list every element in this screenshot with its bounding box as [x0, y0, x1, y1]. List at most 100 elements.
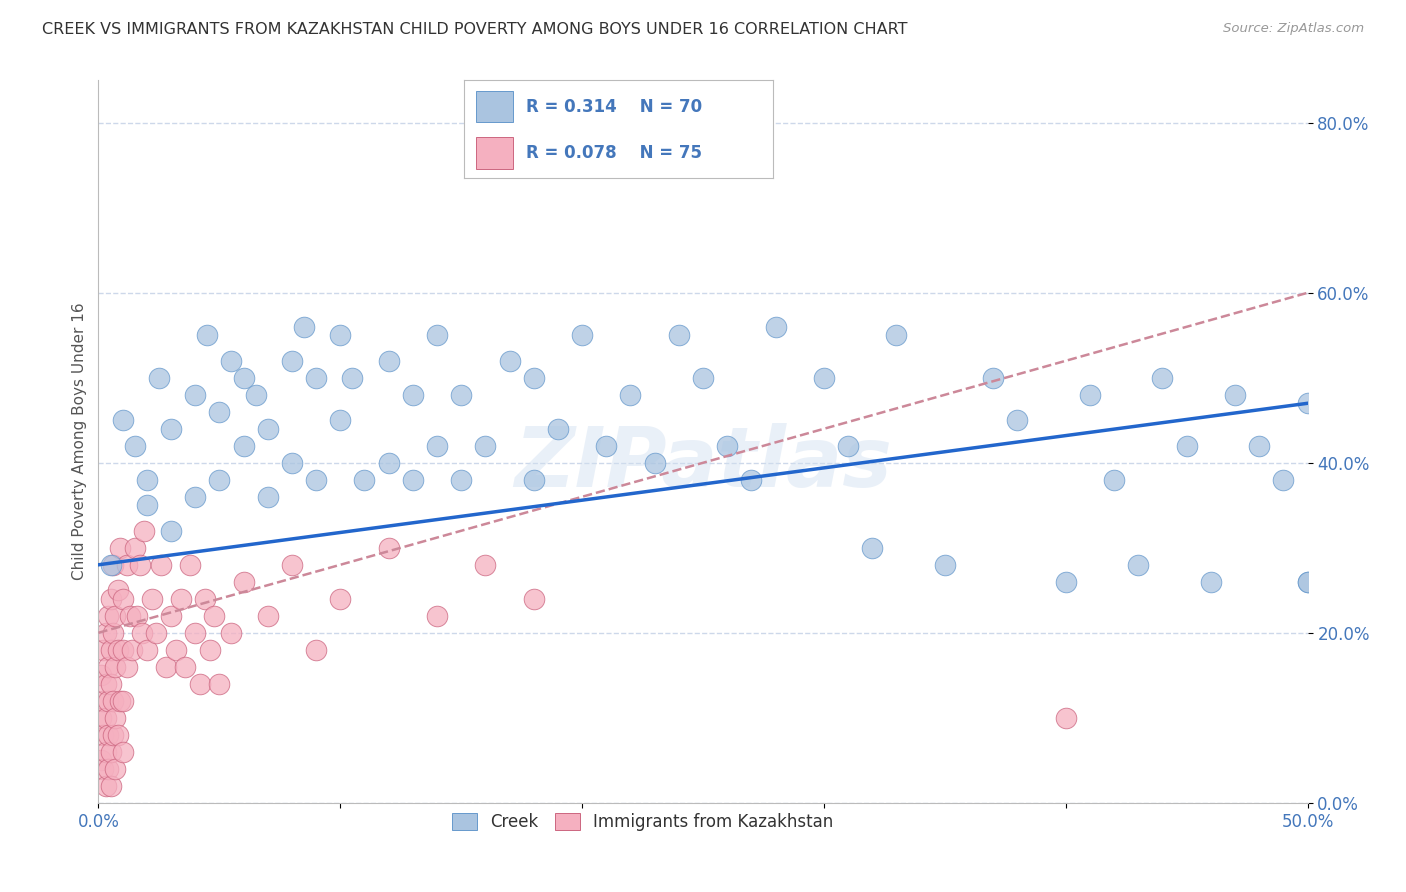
Text: CREEK VS IMMIGRANTS FROM KAZAKHSTAN CHILD POVERTY AMONG BOYS UNDER 16 CORRELATIO: CREEK VS IMMIGRANTS FROM KAZAKHSTAN CHIL… — [42, 22, 908, 37]
Point — [101, 694, 124, 708]
Point — [571, 328, 593, 343]
Point — [97, 608, 120, 623]
Point — [498, 353, 520, 368]
Point — [221, 353, 243, 368]
Point — [402, 473, 425, 487]
Point — [668, 328, 690, 343]
Point — [305, 642, 328, 657]
Point — [1054, 574, 1077, 589]
Point — [101, 728, 124, 742]
Point — [165, 642, 187, 657]
Point — [145, 625, 167, 640]
FancyBboxPatch shape — [477, 91, 513, 122]
Point — [101, 625, 124, 640]
Point — [160, 608, 183, 623]
Text: R = 0.314    N = 70: R = 0.314 N = 70 — [526, 98, 702, 116]
Point — [644, 456, 666, 470]
Point — [619, 388, 641, 402]
Point — [97, 762, 120, 776]
Point — [886, 328, 908, 343]
Point — [329, 591, 352, 606]
Point — [100, 677, 122, 691]
Point — [104, 660, 127, 674]
Point — [256, 608, 278, 623]
Point — [934, 558, 956, 572]
Point — [981, 371, 1004, 385]
Point — [281, 558, 304, 572]
Point — [692, 371, 714, 385]
Point — [160, 422, 183, 436]
Point — [426, 608, 449, 623]
Point — [342, 371, 364, 385]
Point — [402, 388, 425, 402]
Point — [204, 608, 226, 623]
Point — [523, 473, 546, 487]
Point — [97, 660, 120, 674]
Point — [97, 728, 120, 742]
Point — [100, 642, 122, 657]
Point — [184, 388, 207, 402]
Point — [111, 413, 134, 427]
Point — [91, 694, 114, 708]
Point — [765, 319, 787, 334]
Point — [111, 642, 134, 657]
Point — [131, 625, 153, 640]
Point — [208, 405, 231, 419]
Legend: Creek, Immigrants from Kazakhstan: Creek, Immigrants from Kazakhstan — [444, 806, 841, 838]
FancyBboxPatch shape — [477, 137, 513, 169]
Point — [184, 625, 207, 640]
Point — [94, 677, 117, 691]
Point — [198, 642, 221, 657]
Point — [124, 439, 146, 453]
Point — [523, 371, 546, 385]
Point — [91, 642, 114, 657]
Point — [135, 473, 157, 487]
Point — [1223, 388, 1246, 402]
Point — [813, 371, 835, 385]
Point — [90, 753, 112, 767]
Point — [232, 439, 254, 453]
Point — [1007, 413, 1029, 427]
Point — [1078, 388, 1101, 402]
Point — [208, 677, 231, 691]
Point — [121, 642, 143, 657]
Point — [377, 541, 399, 555]
Text: Source: ZipAtlas.com: Source: ZipAtlas.com — [1223, 22, 1364, 36]
Point — [195, 328, 218, 343]
Point — [94, 711, 117, 725]
Point — [426, 439, 449, 453]
Point — [100, 745, 122, 759]
Point — [90, 668, 112, 682]
Point — [100, 779, 122, 793]
Point — [1175, 439, 1198, 453]
Point — [97, 694, 120, 708]
Point — [111, 694, 134, 708]
Point — [1296, 396, 1319, 410]
Point — [179, 558, 201, 572]
Point — [1152, 371, 1174, 385]
Point — [305, 473, 328, 487]
Point — [128, 558, 150, 572]
Point — [134, 524, 156, 538]
Text: R = 0.078    N = 75: R = 0.078 N = 75 — [526, 144, 702, 161]
Point — [111, 591, 134, 606]
Point — [329, 413, 352, 427]
Point — [94, 625, 117, 640]
Point — [547, 422, 569, 436]
Point — [118, 608, 141, 623]
Point — [450, 388, 472, 402]
Point — [107, 728, 129, 742]
Point — [94, 745, 117, 759]
Point — [1199, 574, 1222, 589]
Point — [1272, 473, 1295, 487]
Point — [292, 319, 315, 334]
Point — [90, 711, 112, 725]
Point — [148, 371, 170, 385]
Point — [474, 558, 496, 572]
Point — [716, 439, 738, 453]
Point — [245, 388, 267, 402]
Point — [256, 490, 278, 504]
Point — [104, 711, 127, 725]
Point — [474, 439, 496, 453]
Point — [595, 439, 617, 453]
